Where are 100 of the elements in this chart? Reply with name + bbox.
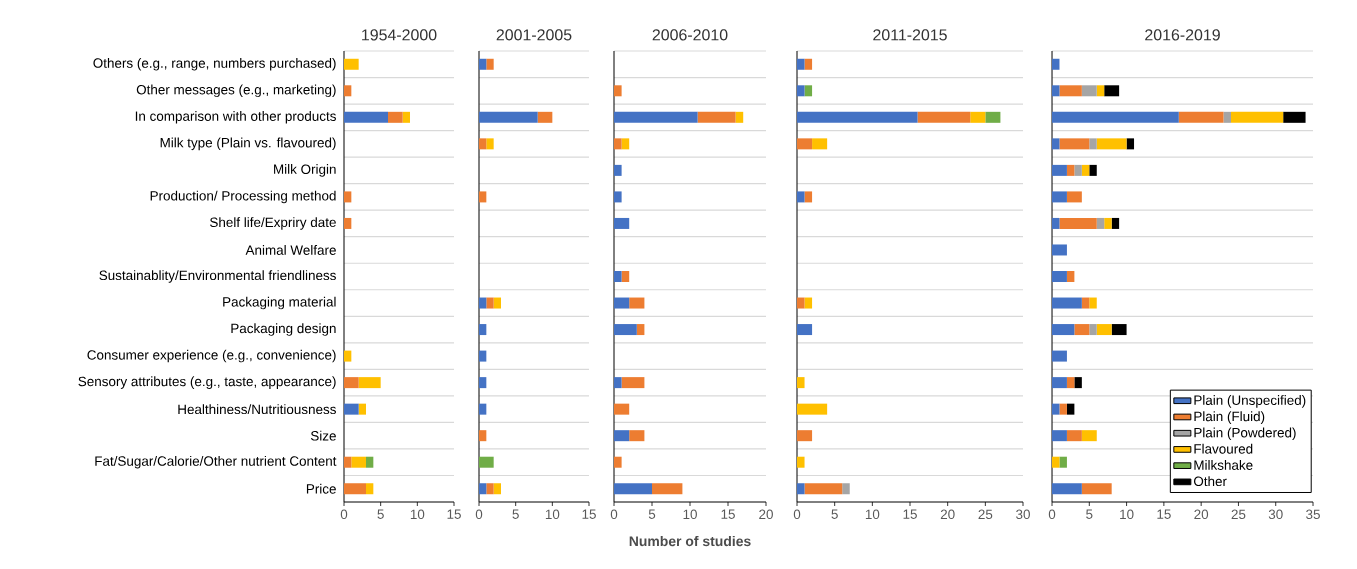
bar <box>804 58 813 70</box>
bar <box>1052 191 1067 203</box>
y-tick-label: Milk Origin <box>274 164 336 177</box>
bar <box>1081 430 1097 442</box>
bar <box>1059 403 1067 415</box>
bar <box>697 111 736 123</box>
x-tick-label: 15 <box>903 509 917 519</box>
bar <box>614 164 622 176</box>
x-tick-label: 10 <box>410 509 425 520</box>
x-tick-label: 0 <box>793 509 801 520</box>
bar <box>344 403 359 415</box>
bar <box>1283 111 1306 123</box>
bar <box>629 430 645 442</box>
bar <box>1111 217 1120 229</box>
bar <box>797 377 805 389</box>
bar <box>479 297 487 309</box>
x-tick-label: 5 <box>831 509 838 519</box>
bar <box>1089 297 1097 309</box>
bar <box>486 58 494 70</box>
bar <box>797 58 805 70</box>
legend-label: Plain (Fluid) <box>1194 411 1265 424</box>
bar <box>1052 456 1060 468</box>
bar <box>486 483 494 495</box>
bar <box>629 297 645 309</box>
bar <box>970 111 986 123</box>
bar <box>479 324 487 336</box>
bar <box>358 403 366 415</box>
x-tick-label: 15 <box>721 509 735 519</box>
bar <box>486 138 494 150</box>
x-tick-label: 5 <box>512 509 519 519</box>
bar <box>1066 271 1075 282</box>
bar <box>344 191 352 203</box>
bar <box>1052 58 1060 70</box>
bar <box>493 297 501 309</box>
bar <box>1066 191 1082 203</box>
bar <box>614 324 637 336</box>
bar <box>985 111 1001 123</box>
x-tick-label: 30 <box>1016 509 1030 520</box>
bar <box>1096 138 1127 150</box>
bar <box>1052 111 1179 123</box>
x-tick-label: 15 <box>447 509 461 519</box>
chart-title: 2001-2005 <box>496 29 572 41</box>
legend-label: Other <box>1193 476 1227 487</box>
bar <box>614 403 630 415</box>
legend-label: Milkshake <box>1194 460 1253 470</box>
bar <box>1066 164 1075 176</box>
x-tick-label: 10 <box>683 509 697 520</box>
bar <box>1230 111 1284 123</box>
bar <box>388 111 403 123</box>
bar <box>1096 85 1105 97</box>
bar <box>479 350 487 362</box>
bar <box>621 377 645 389</box>
bar <box>1081 483 1112 495</box>
bar <box>479 191 487 203</box>
y-tick-label: Consumer experience (e.g., convenience) <box>87 349 336 363</box>
x-tick-label: 15 <box>1157 509 1171 519</box>
bar <box>797 483 805 495</box>
bar <box>402 111 410 123</box>
bar <box>614 483 653 495</box>
x-tick-label: 25 <box>1231 509 1246 520</box>
bar <box>1052 244 1067 256</box>
bar <box>479 430 487 442</box>
y-tick-label: Sensory attributes (e.g., taste, appearance) <box>78 376 336 389</box>
bar <box>344 111 388 123</box>
bar <box>621 138 630 150</box>
legend-label: Plain (Powdered) <box>1194 427 1296 441</box>
y-tick-label: Price <box>306 483 336 494</box>
bar <box>797 324 813 336</box>
x-tick-label: 25 <box>978 509 993 520</box>
x-tick-label: 0 <box>1048 509 1056 520</box>
bar <box>614 217 630 229</box>
bar <box>652 483 683 495</box>
bar <box>358 377 381 389</box>
bar <box>614 138 622 150</box>
bar <box>797 297 805 309</box>
bar <box>621 271 630 282</box>
bar <box>479 138 487 150</box>
x-tick-label: 10 <box>1120 509 1134 520</box>
bar <box>797 111 918 123</box>
y-tick-label: Fat/Sugar/Calorie/Other nutrient Content <box>95 455 337 469</box>
bar <box>797 191 805 203</box>
bar <box>1052 164 1067 176</box>
legend-label: Plain (Unspecified) <box>1194 395 1306 408</box>
bar <box>614 297 630 309</box>
bar <box>1052 297 1082 309</box>
bar <box>479 456 494 468</box>
y-tick-label: Others (e.g., range, numbers purchased) <box>93 57 336 71</box>
bar <box>1126 138 1135 150</box>
bar <box>1096 217 1105 229</box>
x-tick-label: 5 <box>1086 509 1093 519</box>
x-tick-label: 0 <box>610 509 618 520</box>
bar <box>479 58 487 70</box>
x-tick-label: 20 <box>1194 509 1209 520</box>
bar <box>1059 138 1090 150</box>
bar <box>1066 430 1082 442</box>
bar <box>1081 297 1090 309</box>
bar <box>804 297 813 309</box>
bar <box>1059 85 1082 97</box>
bar <box>804 191 813 203</box>
y-tick-label: In comparison with other products <box>135 111 336 124</box>
